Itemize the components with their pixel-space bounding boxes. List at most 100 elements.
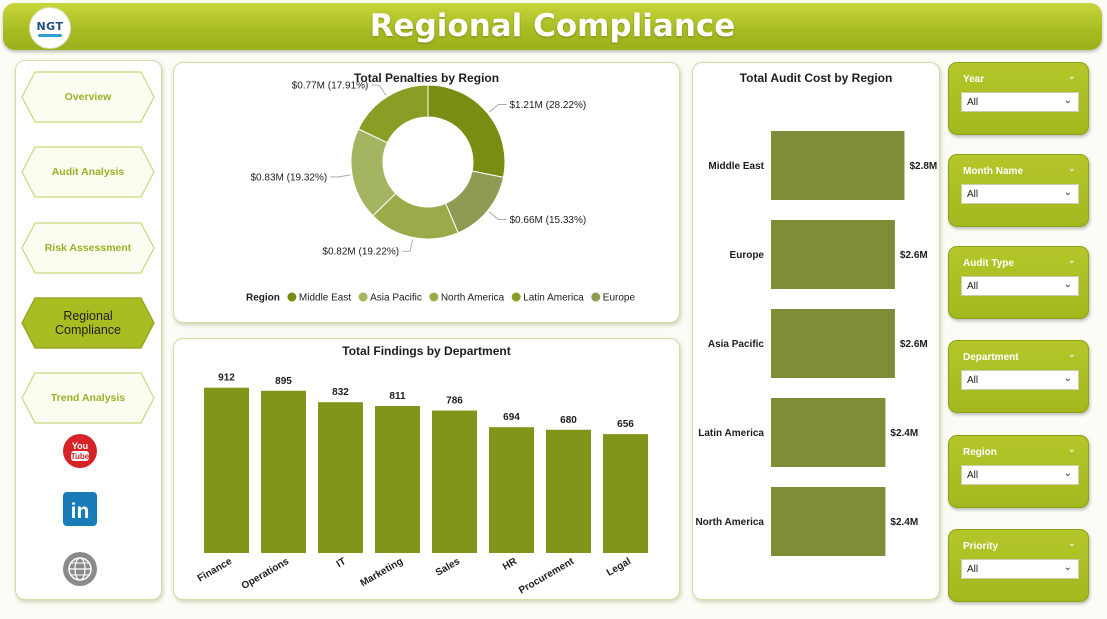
logo-text: NGT (36, 19, 64, 33)
findings-bar-finance[interactable] (204, 387, 249, 553)
legend-item-north-america[interactable]: North America (441, 293, 505, 304)
slicer-department: Department ⌄ All ⌄ (948, 340, 1089, 413)
findings-bar-legal[interactable] (603, 434, 648, 553)
slicer-priority-dropdown[interactable]: All ⌄ (961, 559, 1079, 579)
findings-data-label: 912 (218, 373, 235, 384)
globe-icon[interactable] (62, 551, 98, 587)
legend-swatch-north-america (429, 292, 439, 302)
nav-overview-label: Overview (64, 91, 112, 103)
donut-slice-latin-america[interactable] (357, 84, 429, 144)
donut-data-label: $0.83M (19.32%) (251, 172, 328, 183)
donut-leader-line (371, 84, 387, 96)
findings-data-label: 694 (503, 412, 520, 423)
youtube-icon[interactable]: You Tube (62, 433, 98, 469)
slicer-priority-label: Priority (963, 541, 999, 552)
chevron-down-icon[interactable]: ⌄ (1067, 349, 1076, 360)
slicer-region-label: Region (963, 447, 997, 458)
audit-tick-label: Asia Pacific (708, 339, 765, 350)
legend-item-middle-east[interactable]: Middle East (299, 293, 351, 304)
audit-bar-north-america[interactable] (771, 487, 886, 556)
slicer-priority-value: All (967, 564, 979, 575)
donut-leader-line (488, 211, 507, 220)
findings-bar-procurement[interactable] (546, 429, 591, 553)
audit-tick-label: Europe (730, 250, 765, 261)
slicer-region-dropdown[interactable]: All ⌄ (961, 465, 1079, 485)
slicer-priority: Priority ⌄ All ⌄ (948, 529, 1089, 602)
nav-panel: Overview Audit Analysis Risk Assessment … (15, 60, 162, 600)
findings-chart-panel: Total Findings by Department 912 Finance 8… (173, 338, 680, 600)
audit-bar-europe[interactable] (771, 220, 895, 289)
nav-regional-compliance-label: Regional Compliance (54, 309, 121, 337)
donut-data-label: $0.66M (15.33%) (509, 215, 586, 226)
slicer-year-label: Year (963, 74, 985, 85)
chevron-down-icon[interactable]: ⌄ (1067, 163, 1076, 174)
donut-leader-line (402, 239, 413, 252)
slicer-month-name-label: Month Name (963, 166, 1023, 177)
svg-text:in: in (71, 500, 90, 523)
slicer-region: Region ⌄ All ⌄ (948, 435, 1089, 508)
nav-regional-compliance-button[interactable]: Regional Compliance (21, 297, 155, 349)
audit-tick-label: Middle East (708, 161, 764, 172)
slicer-year-dropdown[interactable]: All ⌄ (961, 92, 1079, 112)
findings-bar-operations[interactable] (261, 390, 306, 553)
nav-overview-button[interactable]: Overview (21, 71, 155, 123)
svg-text:You: You (72, 441, 88, 451)
logo-swoosh-icon (38, 33, 62, 37)
findings-data-label: 832 (332, 387, 349, 398)
nav-trend-analysis-button[interactable]: Trend Analysis (21, 372, 155, 424)
slicer-year-value: All (967, 97, 979, 108)
slicer-month-name-value: All (967, 189, 979, 200)
audit-tick-label: Latin America (698, 428, 764, 439)
audit-cost-bar-chart: Middle East $2.8M Europe $2.6M Asia Pacific $… (695, 131, 937, 556)
nav-trend-analysis-label: Trend Analysis (50, 392, 126, 404)
findings-data-label: 656 (617, 419, 634, 430)
penalties-donut-chart: $1.21M (28.22%) $0.66M (15.33%) $0.82M (19… (246, 81, 636, 304)
findings-bar-sales[interactable] (432, 410, 477, 553)
slicer-department-value: All (967, 375, 979, 386)
svg-text:Tube: Tube (71, 452, 90, 461)
penalties-chart-panel: Total Penalties by Region $1.21M (28.22%… (173, 62, 680, 323)
audit-data-label: $2.4M (890, 428, 918, 439)
linkedin-icon[interactable]: in (62, 491, 98, 527)
dropdown-arrow-icon: ⌄ (1063, 279, 1072, 290)
company-logo[interactable]: NGT (29, 7, 71, 49)
slicer-audit-type-value: All (967, 281, 979, 292)
audit-data-label: $2.6M (900, 250, 928, 261)
audit-bar-middle-east[interactable] (771, 131, 905, 200)
findings-bar-hr[interactable] (489, 427, 534, 553)
slicer-department-label: Department (963, 352, 1019, 363)
legend-swatch-latin-america (511, 292, 521, 302)
donut-data-label: $0.77M (17.91%) (292, 81, 369, 92)
chevron-down-icon[interactable]: ⌄ (1067, 538, 1076, 549)
audit-bar-asia-pacific[interactable] (771, 309, 895, 378)
audit-bar-latin-america[interactable] (771, 398, 886, 467)
dropdown-arrow-icon: ⌄ (1063, 187, 1072, 198)
legend-item-asia-pacific[interactable]: Asia Pacific (370, 293, 422, 304)
dropdown-arrow-icon: ⌄ (1063, 373, 1072, 384)
page-title: Regional Compliance (369, 8, 736, 44)
findings-bar-marketing[interactable] (375, 406, 420, 553)
legend-item-latin-america[interactable]: Latin America (523, 293, 584, 304)
chevron-down-icon[interactable]: ⌄ (1067, 255, 1076, 266)
dropdown-arrow-icon: ⌄ (1063, 562, 1072, 573)
slicer-department-dropdown[interactable]: All ⌄ (961, 370, 1079, 390)
chevron-down-icon[interactable]: ⌄ (1067, 444, 1076, 455)
slicer-month-name-dropdown[interactable]: All ⌄ (961, 184, 1079, 204)
audit-data-label: $2.8M (909, 161, 937, 172)
findings-data-label: 811 (389, 391, 406, 402)
findings-bar-it[interactable] (318, 402, 363, 553)
findings-bar-chart: 912 Finance 895 Operations 832 IT 811 Marketing… (196, 373, 648, 596)
nav-audit-analysis-label: Audit Analysis (51, 166, 125, 178)
audit-data-label: $2.6M (900, 339, 928, 350)
dropdown-arrow-icon: ⌄ (1063, 468, 1072, 479)
legend-item-europe[interactable]: Europe (603, 293, 636, 304)
donut-slice-middle-east[interactable] (427, 84, 506, 178)
slicer-audit-type-dropdown[interactable]: All ⌄ (961, 276, 1079, 296)
findings-tick-label: Operations (240, 556, 292, 592)
findings-chart-title: Total Findings by Department (342, 344, 511, 358)
nav-risk-assessment-button[interactable]: Risk Assessment (21, 222, 155, 274)
nav-audit-analysis-button[interactable]: Audit Analysis (21, 146, 155, 198)
chevron-down-icon[interactable]: ⌄ (1067, 71, 1076, 82)
findings-tick-label: Sales (434, 556, 463, 579)
